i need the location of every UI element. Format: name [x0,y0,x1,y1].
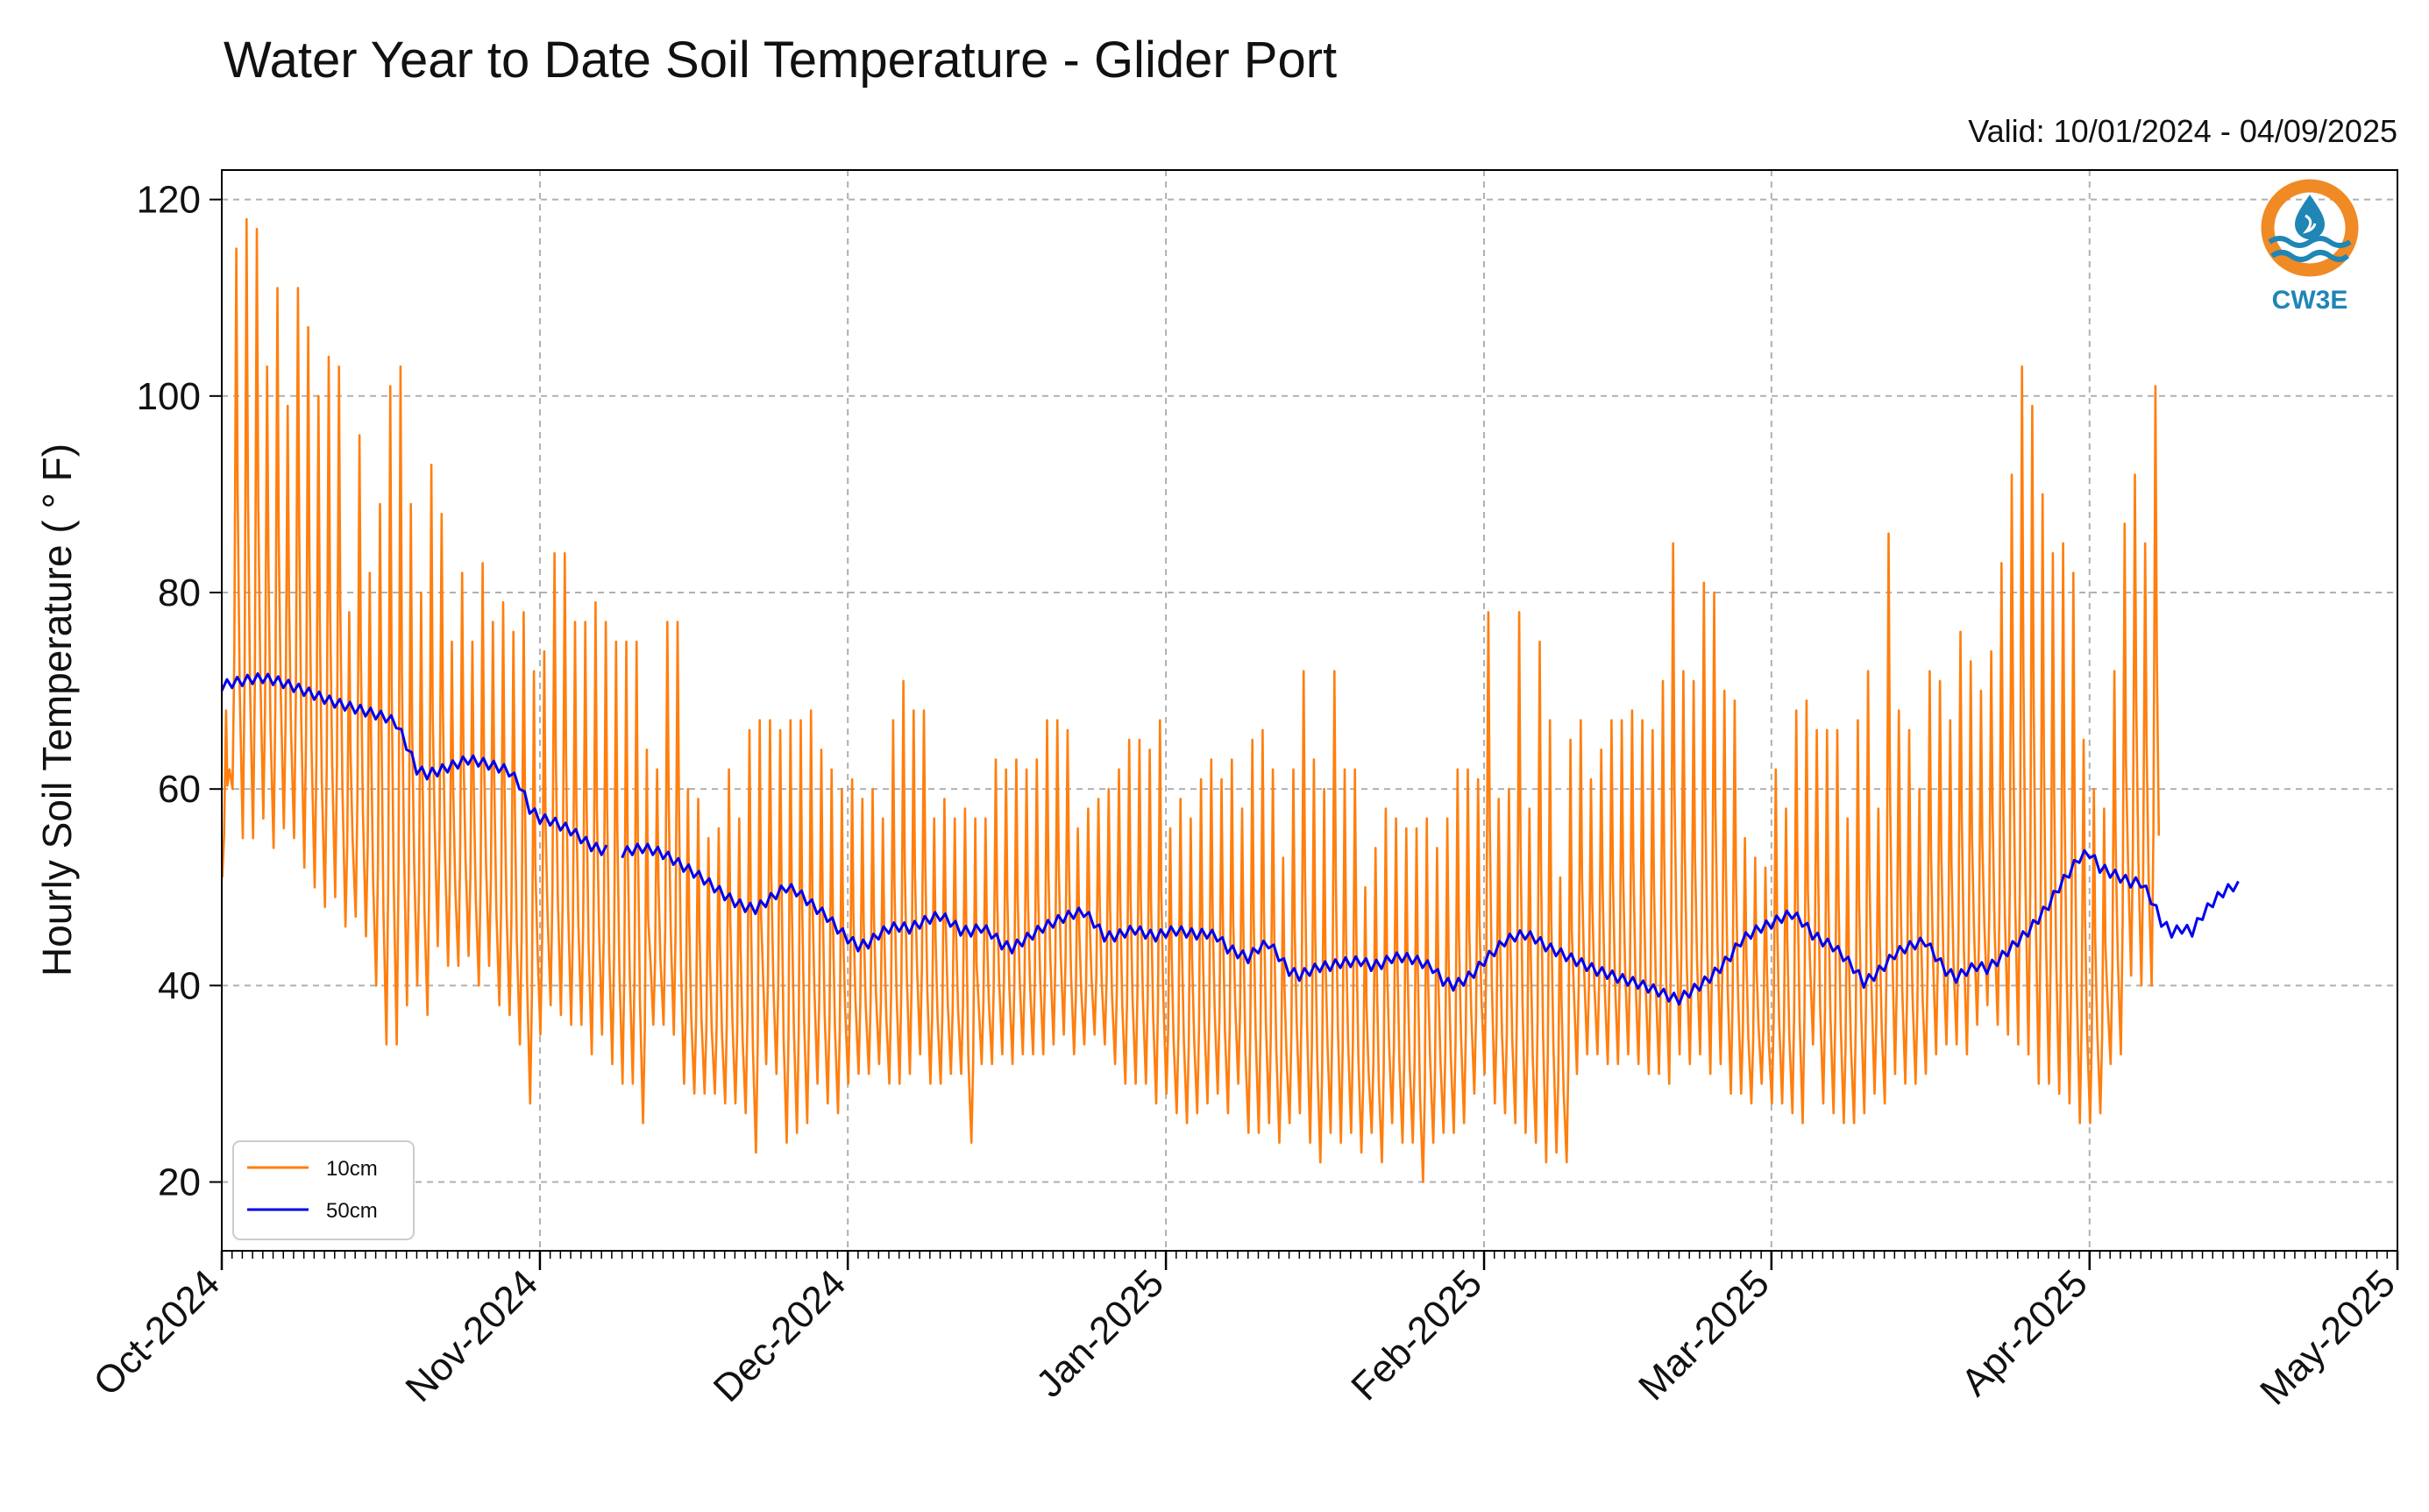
y-tick-label: 40 [158,964,201,1007]
water-drop-icon [2295,195,2325,239]
line-50cm [621,842,2240,1006]
y-tick-label: 100 [137,375,201,418]
series-10cm [221,217,2161,1183]
y-tick-label: 120 [137,179,201,222]
logo-wave-icon [2268,236,2352,248]
line-10cm [221,217,2161,1183]
legend: 10cm 50cm [232,1140,415,1240]
chart-title: Water Year to Date Soil Temperature - Gl… [224,32,1337,89]
legend-box [232,1140,415,1240]
valid-date-range: Valid: 10/01/2024 - 04/09/2025 [1968,113,2397,149]
series-50cm [220,672,2240,1006]
logo-wave-icon [2270,250,2349,262]
y-axis-label: Hourly Soil Temperature ( ° F) [34,444,80,976]
legend-label-10cm: 10cm [326,1157,378,1181]
y-tick-label: 20 [158,1161,201,1204]
cw3e-logo: CW3E [2261,179,2359,315]
y-tick-label: 80 [158,571,201,614]
logo-drop-swirl [2302,214,2317,234]
line-50cm [220,672,608,856]
y-tick-label: 60 [158,768,201,811]
logo-ring [2261,179,2359,277]
y-axis: 20 40 60 80 100 120 [137,179,222,1204]
legend-label-50cm: 50cm [326,1199,378,1223]
logo-text: CW3E [2272,286,2348,315]
